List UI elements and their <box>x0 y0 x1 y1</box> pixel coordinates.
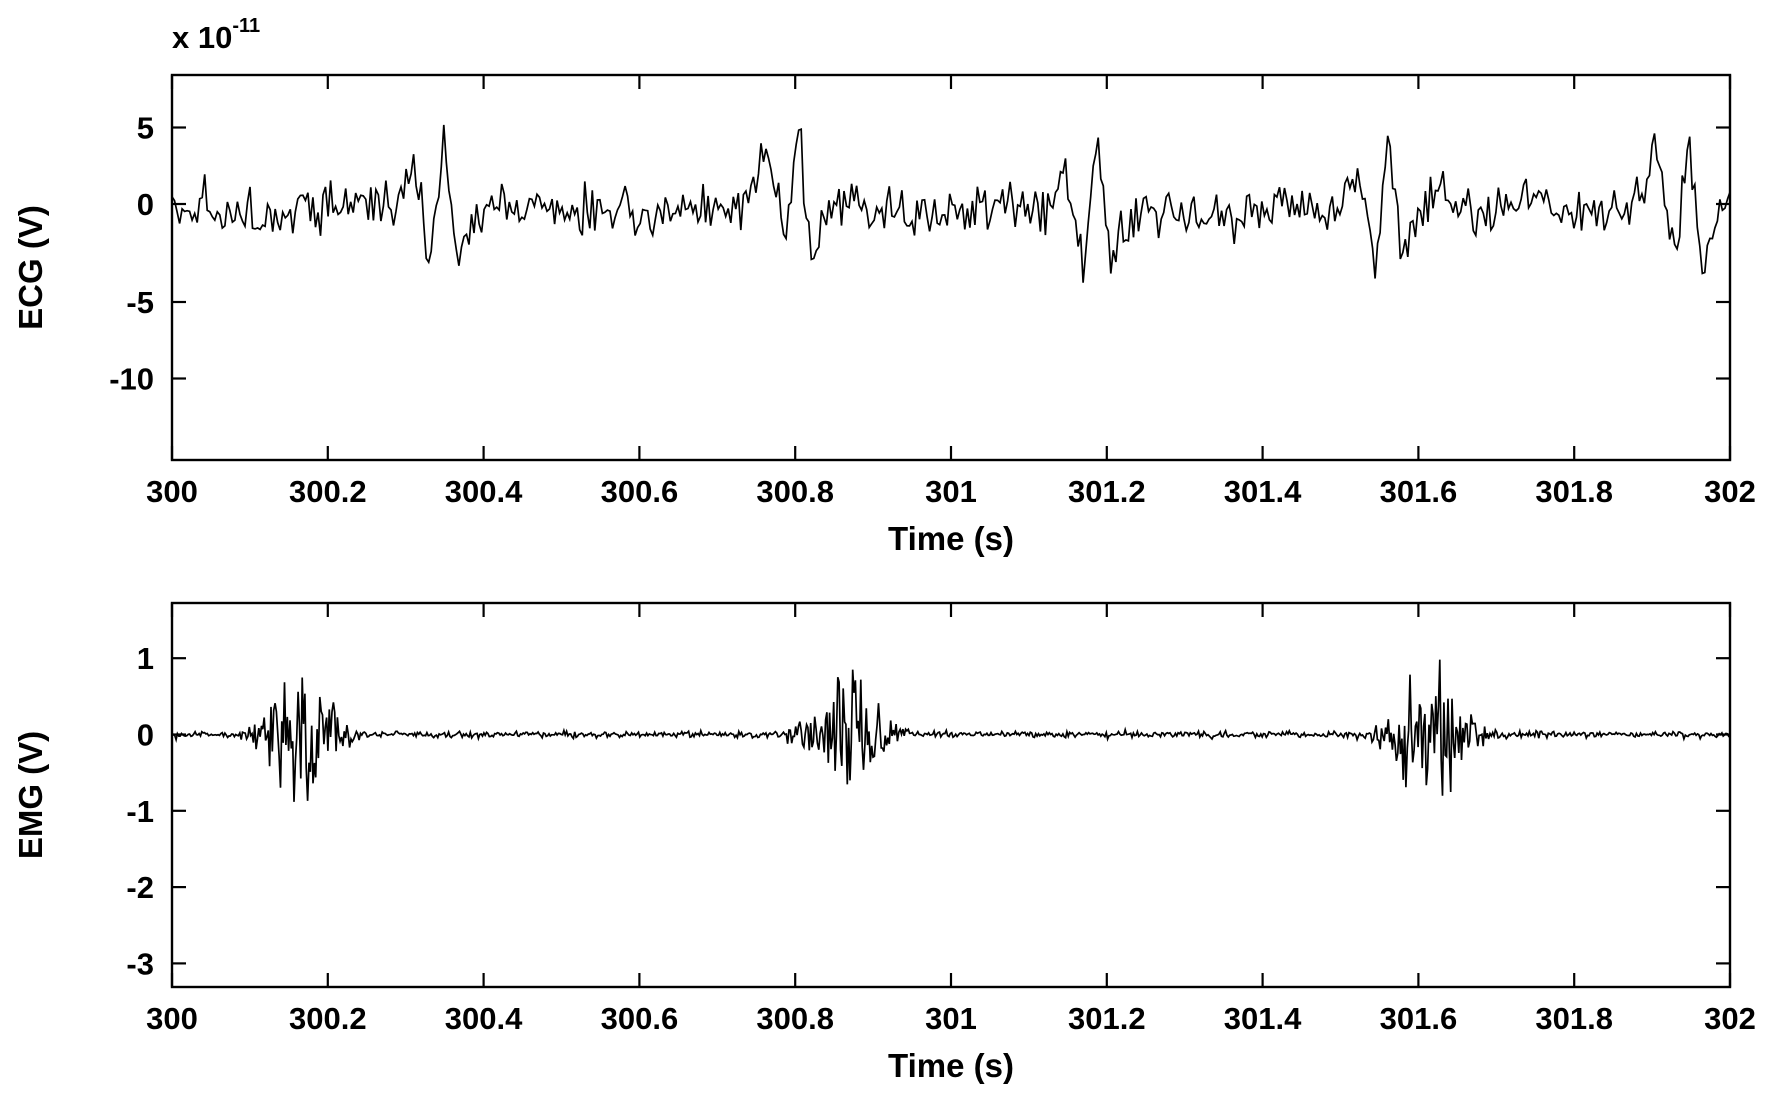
svg-text:302: 302 <box>1704 1001 1756 1036</box>
svg-text:EMG (V): EMG (V) <box>12 731 49 859</box>
svg-text:301: 301 <box>925 474 977 509</box>
svg-text:-1: -1 <box>126 794 154 829</box>
svg-text:ECG (V): ECG (V) <box>12 205 49 330</box>
svg-text:Time (s): Time (s) <box>888 520 1014 557</box>
svg-text:Time (s): Time (s) <box>888 1047 1014 1084</box>
svg-text:-3: -3 <box>126 946 154 981</box>
svg-text:300: 300 <box>146 1001 198 1036</box>
svg-text:-2: -2 <box>126 870 154 905</box>
svg-text:300.2: 300.2 <box>289 1001 367 1036</box>
svg-text:0: 0 <box>137 718 154 753</box>
svg-text:0: 0 <box>137 187 154 222</box>
svg-text:300: 300 <box>146 474 198 509</box>
svg-text:300.6: 300.6 <box>601 1001 679 1036</box>
svg-text:300.2: 300.2 <box>289 474 367 509</box>
svg-text:300.4: 300.4 <box>445 474 523 509</box>
svg-text:300.6: 300.6 <box>601 474 679 509</box>
svg-text:301.8: 301.8 <box>1535 474 1613 509</box>
svg-text:301.8: 301.8 <box>1535 1001 1613 1036</box>
svg-text:1: 1 <box>137 641 154 676</box>
svg-text:300.8: 300.8 <box>756 474 834 509</box>
svg-text:-5: -5 <box>126 285 154 320</box>
svg-text:301: 301 <box>925 1001 977 1036</box>
svg-text:5: 5 <box>137 111 154 146</box>
svg-text:302: 302 <box>1704 474 1756 509</box>
svg-text:301.4: 301.4 <box>1224 1001 1302 1036</box>
svg-text:300.4: 300.4 <box>445 1001 523 1036</box>
svg-text:301.6: 301.6 <box>1380 474 1458 509</box>
svg-text:-10: -10 <box>109 362 154 397</box>
svg-text:301.6: 301.6 <box>1380 1001 1458 1036</box>
svg-text:301.2: 301.2 <box>1068 1001 1146 1036</box>
svg-text:300.8: 300.8 <box>756 1001 834 1036</box>
svg-text:301.4: 301.4 <box>1224 474 1302 509</box>
svg-text:301.2: 301.2 <box>1068 474 1146 509</box>
